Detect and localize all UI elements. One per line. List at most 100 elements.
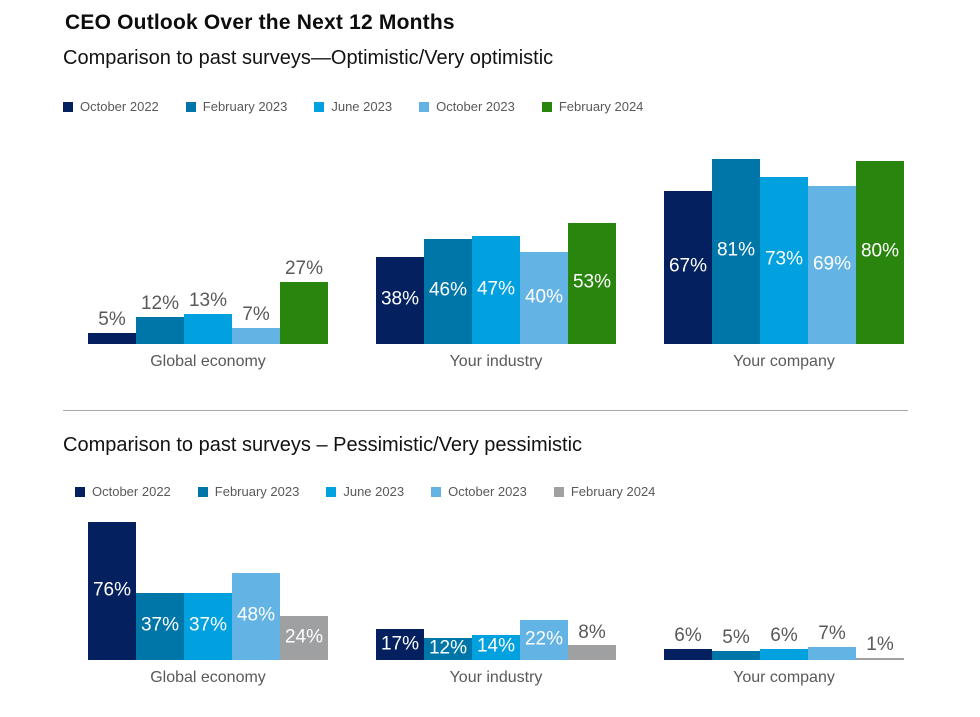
category-group: 38% 46% 47% 40% 53% Your industry (376, 115, 616, 371)
bar-cluster: 5% 12% 13% 7% 27% (88, 115, 328, 344)
legend-label: February 2023 (214, 484, 300, 499)
data-label: 46% (428, 279, 468, 301)
bar-cluster: 76% 37% 37% 48% 24% (88, 478, 328, 660)
category-label: Your company (733, 353, 835, 370)
data-label: 8% (578, 621, 606, 643)
legend-label: October 2023 (436, 99, 515, 114)
bar-october-2022: 6% (664, 625, 712, 660)
category-label: Global economy (150, 353, 266, 370)
category-group: 76% 37% 37% 48% 24% Global economy (88, 478, 328, 687)
legend-item: October 2023 (431, 484, 527, 499)
legend-item: October 2022 (63, 99, 159, 114)
data-label: 37% (188, 614, 228, 636)
category-group: 67% 81% 73% 69% 80% Your company (664, 115, 904, 371)
bar-october-2023: 22% (520, 619, 568, 660)
bar-february-2024: 53% (568, 222, 616, 344)
legend-label: October 2022 (92, 484, 171, 499)
bar-february-2023: 12% (136, 293, 184, 344)
legend-item: June 2023 (314, 99, 392, 114)
bar-june-2023: 14% (472, 634, 520, 660)
legend-label: February 2024 (570, 484, 656, 499)
bar-february-2023: 46% (424, 238, 472, 344)
legend-swatch-icon (63, 101, 73, 112)
bar-june-2023: 6% (760, 625, 808, 660)
optimistic-subtitle: Comparison to past surveys—Optimistic/Ve… (63, 47, 554, 69)
category-group: 17% 12% 14% 22% 8% Your industry (376, 478, 616, 687)
category-label: Your industry (449, 669, 543, 686)
data-label: 7% (818, 623, 846, 645)
bar-june-2023: 73% (760, 176, 808, 344)
data-label: 12% (140, 292, 180, 314)
data-label: 17% (380, 633, 420, 655)
bar-february-2023: 81% (712, 158, 760, 344)
data-label: 12% (428, 637, 468, 659)
legend-item: June 2023 (326, 484, 404, 499)
data-label: 67% (668, 255, 708, 277)
category-label: Global economy (150, 669, 266, 686)
bar-cluster: 38% 46% 47% 40% 53% (376, 115, 616, 344)
bar-october-2022: 38% (376, 256, 424, 344)
legend-label: June 2023 (343, 484, 405, 499)
legend-swatch-icon (553, 486, 564, 497)
bar-october-2022: 67% (664, 190, 712, 344)
category-label: Your company (733, 669, 835, 686)
legend-label: October 2022 (80, 99, 159, 114)
legend-swatch-icon (431, 486, 442, 497)
legend-swatch-icon (197, 486, 208, 497)
bar-june-2023: 13% (184, 290, 232, 344)
bar-october-2023: 48% (232, 572, 280, 660)
legend-item: October 2023 (419, 99, 515, 114)
bar-june-2023: 47% (472, 236, 520, 344)
data-label: 7% (242, 304, 270, 326)
data-label: 40% (524, 286, 564, 308)
bar-october-2022: 76% (88, 521, 136, 660)
data-label: 69% (812, 253, 852, 275)
data-label: 53% (572, 271, 612, 293)
optimistic-bar-chart: 5% 12% 13% 7% 27% Global economy 38% 46% 47% 40% 5… (88, 115, 904, 371)
bar-february-2023: 5% (712, 627, 760, 660)
optimistic-legend: October 2022 February 2023 June 2023 Octobe… (63, 99, 643, 114)
bar-october-2023: 7% (808, 623, 856, 660)
legend-label: October 2023 (448, 484, 527, 499)
bar-february-2024: 8% (568, 622, 616, 660)
data-label: 48% (236, 604, 276, 626)
legend-label: February 2024 (558, 99, 644, 114)
bar-october-2022: 17% (376, 629, 424, 660)
bar-cluster: 17% 12% 14% 22% 8% (376, 478, 616, 660)
bar-june-2023: 37% (184, 592, 232, 660)
bar-october-2023: 69% (808, 186, 856, 344)
data-label: 27% (284, 258, 324, 280)
legend-item: February 2024 (553, 484, 656, 499)
legend-label: February 2023 (202, 99, 288, 114)
pessimistic-legend: October 2022 February 2023 June 2023 Octobe… (75, 484, 655, 499)
bar-february-2024: 24% (280, 616, 328, 660)
section-divider (63, 410, 908, 411)
pessimistic-bar-chart: 76% 37% 37% 48% 24% Global economy 17% 12% 14% 22… (88, 478, 904, 687)
bar-october-2023: 40% (520, 252, 568, 344)
page-title: CEO Outlook Over the Next 12 Months (65, 11, 455, 34)
bar-february-2023: 37% (136, 592, 184, 660)
legend-swatch-icon (326, 486, 337, 497)
legend-item: February 2024 (541, 99, 644, 114)
bar-october-2022: 5% (88, 309, 136, 344)
legend-swatch-icon (75, 486, 85, 497)
legend-item: October 2022 (75, 484, 171, 499)
bar-cluster: 6% 5% 6% 7% 1% (664, 478, 904, 660)
data-label: 81% (716, 239, 756, 261)
data-label: 14% (476, 635, 516, 657)
category-label: Your industry (449, 353, 543, 370)
category-group: 6% 5% 6% 7% 1% Your company (664, 478, 904, 687)
data-label: 80% (860, 240, 900, 262)
bar-february-2023: 12% (424, 638, 472, 660)
bar-cluster: 67% 81% 73% 69% 80% (664, 115, 904, 344)
bar-october-2023: 7% (232, 304, 280, 344)
data-label: 76% (92, 579, 132, 601)
legend-item: February 2023 (197, 484, 300, 499)
data-label: 22% (524, 628, 564, 650)
bar-february-2024: 27% (280, 258, 328, 344)
data-label: 47% (476, 278, 516, 300)
data-label: 6% (770, 625, 798, 647)
data-label: 24% (284, 626, 324, 648)
legend-swatch-icon (541, 101, 552, 112)
